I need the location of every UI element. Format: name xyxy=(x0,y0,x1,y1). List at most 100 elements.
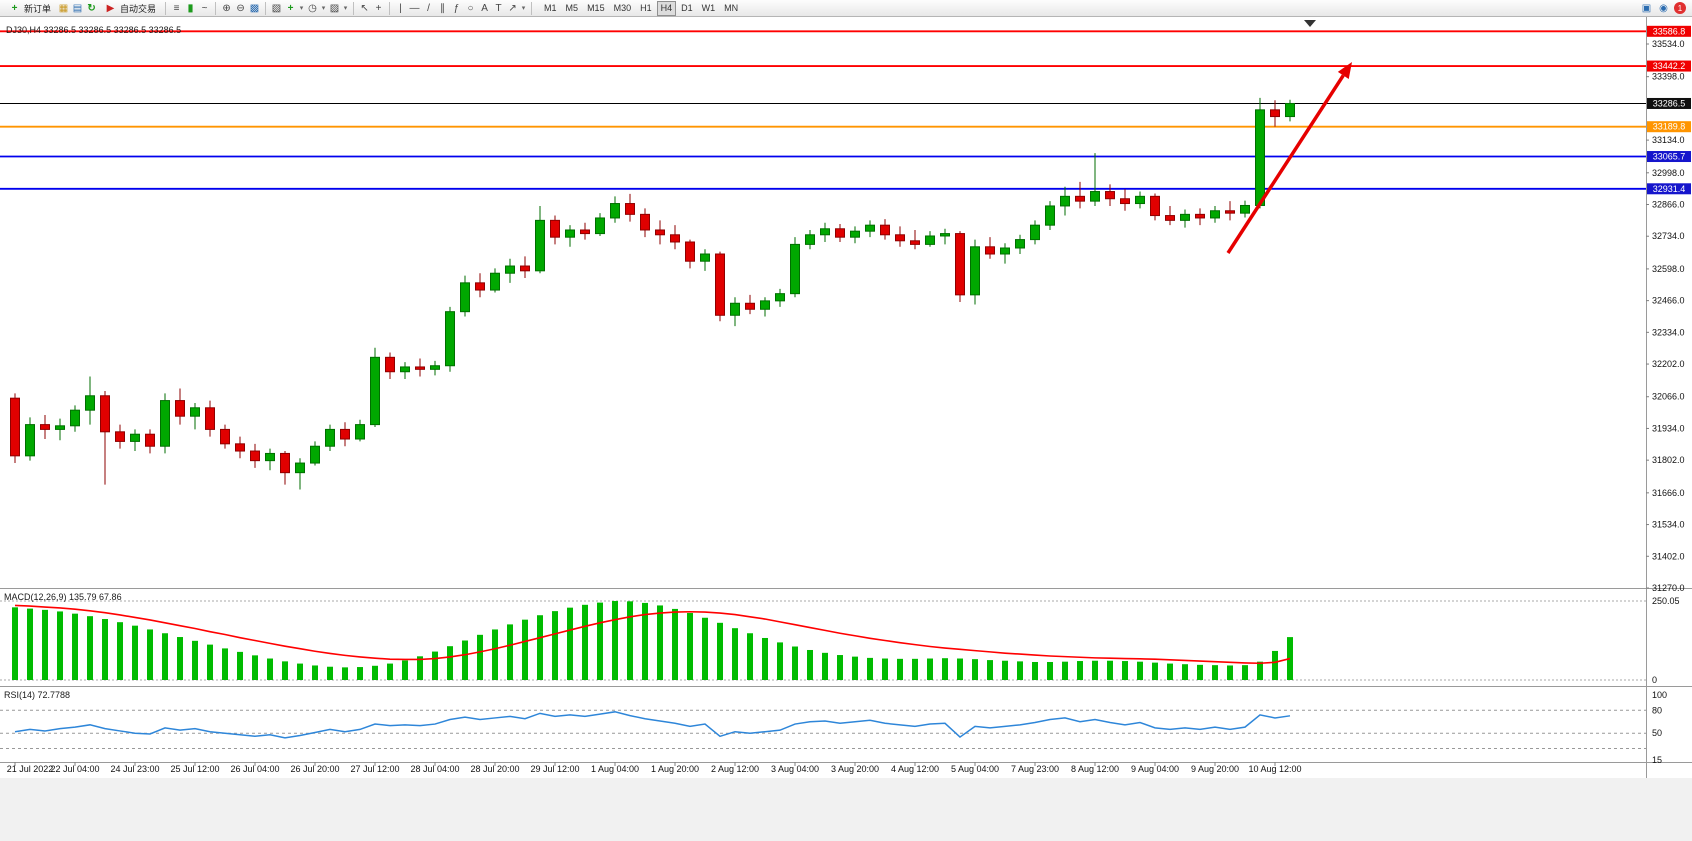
timeframe-button-m30[interactable]: M30 xyxy=(610,1,636,16)
candle xyxy=(730,302,740,316)
macd-histogram-bar xyxy=(222,648,228,680)
candle xyxy=(370,356,380,426)
rsi-line xyxy=(14,711,1291,739)
timeframe-button-m1[interactable]: M1 xyxy=(540,1,561,16)
zoom-in-icon[interactable]: ⊕ xyxy=(222,2,231,14)
macd-histogram-bar xyxy=(1257,661,1263,680)
timeframe-button-mn[interactable]: MN xyxy=(720,1,742,16)
rsi-scale-label: 15 xyxy=(1652,755,1662,765)
candle xyxy=(1000,247,1010,255)
bars-chart-icon[interactable]: ≡ xyxy=(173,2,180,14)
text-icon[interactable]: A xyxy=(481,2,488,14)
candle xyxy=(10,397,20,457)
refresh-icon[interactable]: ↻ xyxy=(87,2,96,14)
candle xyxy=(1165,215,1175,221)
notification-badge[interactable]: 1 xyxy=(1674,2,1686,14)
macd-histogram-bar xyxy=(642,602,648,680)
macd-histogram-bar xyxy=(447,646,453,680)
macd-histogram-bar xyxy=(1212,665,1218,680)
community-icon[interactable]: ◉ xyxy=(1659,2,1668,14)
macd-histogram-bar xyxy=(117,622,123,680)
time-axis-label: 10 Aug 12:00 xyxy=(1248,764,1301,774)
search-icon[interactable]: ▣ xyxy=(1641,2,1652,14)
macd-histogram-bar xyxy=(312,665,318,680)
macd-histogram-bar xyxy=(1092,660,1098,680)
indicators-dropdown-icon[interactable]: ▾ xyxy=(299,4,304,12)
timeframe-button-m15[interactable]: M15 xyxy=(583,1,609,16)
time-axis-label: 3 Aug 04:00 xyxy=(771,764,819,774)
candle xyxy=(205,407,215,430)
new-chart-icon[interactable]: ▧ xyxy=(271,2,282,14)
candle xyxy=(70,409,80,427)
macd-histogram-bar xyxy=(1077,661,1083,680)
arrows-tool-icon[interactable]: ↗ xyxy=(508,2,517,14)
macd-histogram-bar xyxy=(1062,661,1068,680)
crosshair-icon[interactable]: + xyxy=(375,2,382,14)
vertical-line-icon[interactable]: | xyxy=(399,2,402,14)
timeframe-button-w1[interactable]: W1 xyxy=(698,1,720,16)
candle xyxy=(265,452,275,462)
cursor-icon[interactable]: ↖ xyxy=(360,2,369,14)
chart-background xyxy=(0,17,1692,778)
periods-dropdown-icon[interactable]: ▾ xyxy=(321,4,326,12)
macd-histogram-bar xyxy=(957,658,963,680)
candle xyxy=(1240,204,1250,214)
navigator-icon[interactable]: ▤ xyxy=(72,2,83,14)
candle xyxy=(895,234,905,242)
macd-histogram-bar xyxy=(72,613,78,680)
macd-histogram-bar xyxy=(267,658,273,680)
periods-icon[interactable]: ◷ xyxy=(308,2,317,14)
timeframe-button-h1[interactable]: H1 xyxy=(636,1,656,16)
level-price-label xyxy=(1647,25,1691,37)
toolbar-separator xyxy=(265,1,267,15)
macd-histogram-bar xyxy=(42,609,48,680)
macd-histogram-bar xyxy=(357,667,363,680)
tile-windows-icon[interactable]: ▩ xyxy=(249,2,260,14)
toolbar-separator xyxy=(165,1,167,15)
text-label-icon[interactable]: T xyxy=(495,2,502,14)
trend-arrow[interactable] xyxy=(1226,74,1345,254)
timeframe-button-d1[interactable]: D1 xyxy=(677,1,697,16)
new-order-label: 新订单 xyxy=(24,3,52,14)
timeframe-button-m5[interactable]: M5 xyxy=(562,1,583,16)
macd-histogram-bar xyxy=(1242,665,1248,680)
time-axis-label: 7 Aug 23:00 xyxy=(1011,764,1059,774)
macd-histogram-bar xyxy=(552,611,558,680)
candle xyxy=(910,240,920,245)
horizontal-line-icon[interactable]: — xyxy=(409,2,420,14)
shapes-icon[interactable]: ○ xyxy=(467,2,474,14)
macd-histogram-bar xyxy=(582,604,588,680)
candles-chart-icon[interactable]: ▮ xyxy=(187,2,194,14)
macd-histogram-bar xyxy=(522,619,528,680)
templates-dropdown-icon[interactable]: ▾ xyxy=(343,4,348,12)
candle xyxy=(1120,198,1130,205)
candle xyxy=(235,443,245,452)
candle xyxy=(1195,213,1205,219)
macd-histogram-bar xyxy=(147,629,153,680)
arrows-dropdown-icon[interactable]: ▾ xyxy=(521,4,526,12)
price-axis-label: 31802.0 xyxy=(1652,455,1685,465)
macd-scale-label: 250.05 xyxy=(1652,596,1680,606)
time-axis-label: 29 Jul 12:00 xyxy=(530,764,579,774)
candle xyxy=(520,265,530,272)
new-order-button[interactable]: + 新订单 xyxy=(3,1,56,16)
macd-histogram-bar xyxy=(192,640,198,680)
macd-histogram-bar xyxy=(237,651,243,680)
zoom-out-icon[interactable]: ⊖ xyxy=(236,2,245,14)
trendline-icon[interactable]: / xyxy=(427,2,430,14)
candle xyxy=(790,243,800,295)
timeframe-button-h4[interactable]: H4 xyxy=(656,0,677,16)
candle xyxy=(1210,210,1220,219)
candle xyxy=(655,229,665,236)
candle xyxy=(40,424,50,430)
fibonacci-icon[interactable]: ƒ xyxy=(453,2,460,14)
templates-icon[interactable]: ▨ xyxy=(329,2,340,14)
indicators-icon[interactable]: + xyxy=(287,2,294,14)
auto-trading-button[interactable]: ▶ 自动交易 xyxy=(99,1,161,16)
channel-icon[interactable]: ∥ xyxy=(440,2,446,14)
market-watch-icon[interactable]: ▦ xyxy=(58,2,69,14)
line-chart-icon[interactable]: ~ xyxy=(201,2,208,14)
chart-shift-marker-icon[interactable] xyxy=(1304,20,1316,27)
